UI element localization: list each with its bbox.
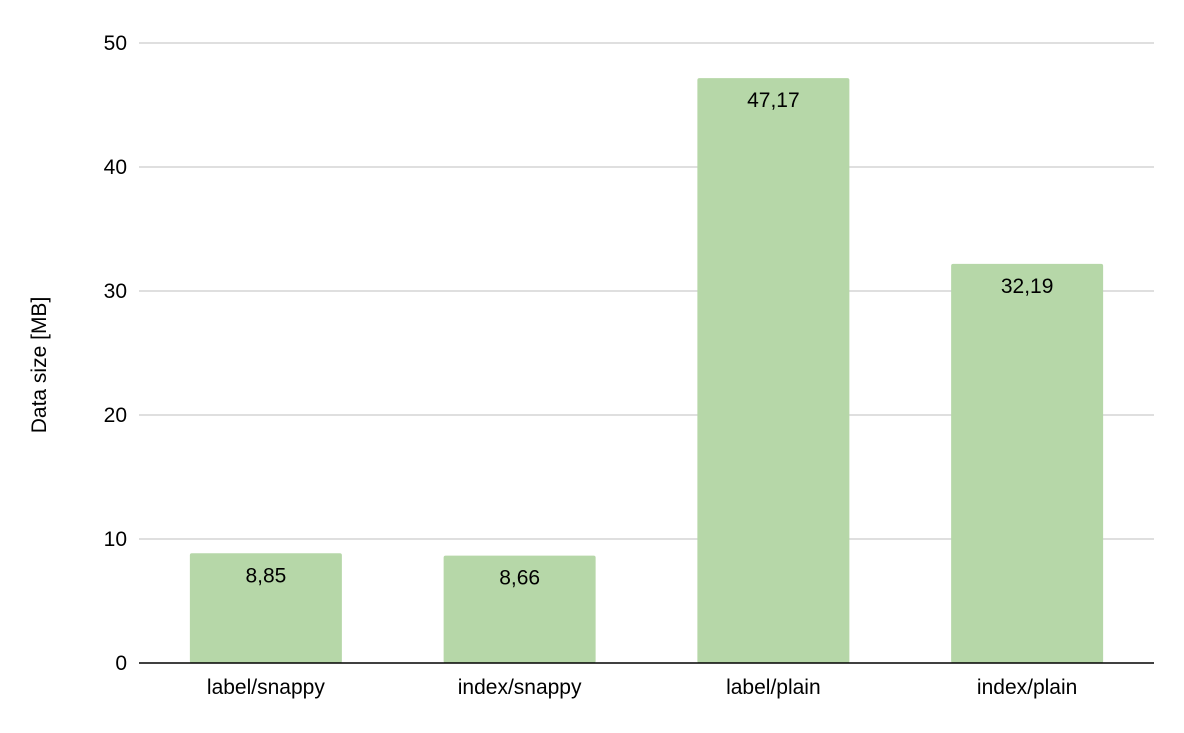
x-tick-label: index/snappy — [458, 676, 582, 699]
bars — [189, 78, 1104, 664]
bar-index-plain — [951, 263, 1104, 663]
bar-value-label: 47,17 — [747, 89, 800, 112]
y-tick-label: 50 — [104, 32, 127, 55]
bar-value-label: 32,19 — [1001, 275, 1054, 298]
bar-label-snappy — [189, 553, 342, 663]
bar-value-label: 8,85 — [245, 564, 286, 587]
y-tick-label: 0 — [115, 652, 127, 675]
bar-label-plain — [697, 78, 850, 664]
bar-value-label: 8,66 — [499, 567, 540, 590]
x-tick-label: index/plain — [977, 676, 1077, 699]
x-tick-labels: label/snappy index/snappy label/plain index… — [207, 676, 1077, 699]
y-tick-labels: 0 10 20 30 40 50 — [104, 32, 127, 675]
x-tick-label: label/snappy — [207, 676, 325, 699]
value-labels: 8,85 8,66 47,17 32,19 — [245, 89, 1053, 590]
y-tick-label: 20 — [104, 404, 127, 427]
y-tick-label: 30 — [104, 280, 127, 303]
y-tick-label: 10 — [104, 528, 127, 551]
y-axis-label: Data size [MB] — [28, 297, 51, 434]
bar-index-snappy — [443, 555, 596, 663]
y-tick-label: 40 — [104, 156, 127, 179]
x-tick-label: label/plain — [726, 676, 821, 699]
